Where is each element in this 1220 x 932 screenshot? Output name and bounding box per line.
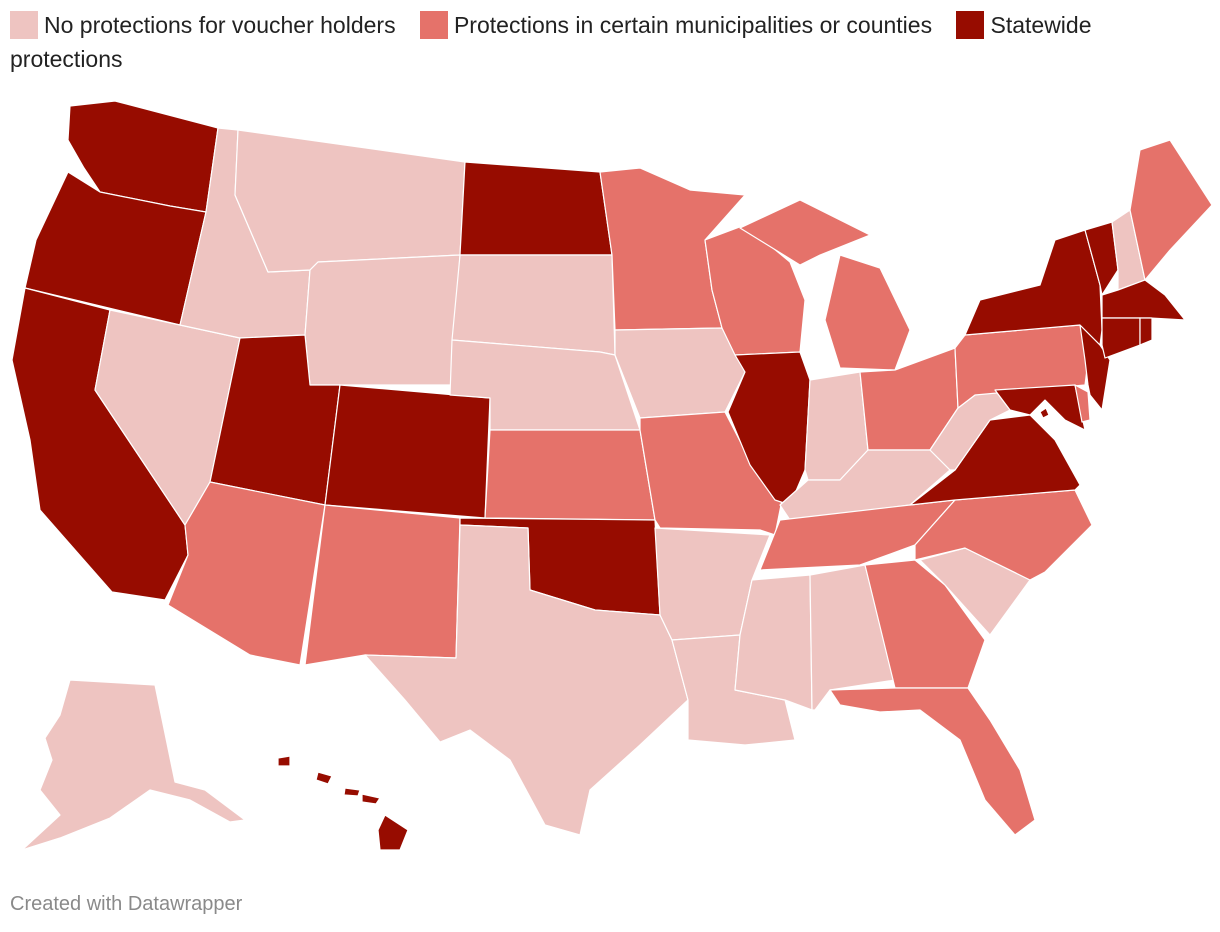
legend-swatch-none	[10, 11, 38, 39]
state-TX[interactable]	[364, 524, 689, 836]
state-RI[interactable]	[1139, 317, 1153, 346]
state-DE[interactable]	[1074, 384, 1091, 423]
state-NY[interactable]	[964, 229, 1103, 346]
legend-label-local: Protections in certain municipalities or…	[453, 12, 933, 38]
state-ND[interactable]	[459, 161, 613, 256]
state-SD[interactable]	[451, 254, 616, 356]
state-WY[interactable]	[304, 254, 461, 386]
state-HI[interactable]	[277, 755, 409, 851]
legend-label-none: No protections for voucher holders	[44, 12, 396, 38]
state-MT[interactable]	[234, 129, 466, 273]
state-FL[interactable]	[829, 687, 1036, 836]
state-ME[interactable]	[1129, 139, 1213, 281]
state-MA[interactable]	[1101, 279, 1186, 321]
state-DC[interactable]	[1039, 407, 1050, 419]
state-AK[interactable]	[21, 679, 246, 851]
legend-swatch-local	[419, 11, 448, 39]
state-CO[interactable]	[324, 384, 491, 519]
legend: No protections for voucher holders Prote…	[10, 8, 1210, 76]
credit: Created with Datawrapper	[10, 893, 243, 915]
legend-item-statewide: Statewide protections	[10, 11, 1092, 72]
state-IA[interactable]	[614, 327, 746, 419]
state-NM[interactable]	[304, 504, 461, 666]
state-NC[interactable]	[914, 489, 1093, 581]
legend-item-none: No protections for voucher holders	[10, 11, 396, 39]
us-map	[11, 100, 1213, 851]
state-KS[interactable]	[484, 429, 656, 521]
state-VT[interactable]	[1084, 221, 1119, 296]
legend-label-statewide: Statewide protections	[10, 12, 1092, 72]
legend-swatch-statewide	[956, 11, 985, 39]
legend-item-local: Protections in certain municipalities or…	[419, 11, 933, 39]
state-CT[interactable]	[1101, 317, 1141, 359]
state-AZ[interactable]	[167, 481, 326, 666]
state-NJ[interactable]	[1079, 324, 1111, 411]
